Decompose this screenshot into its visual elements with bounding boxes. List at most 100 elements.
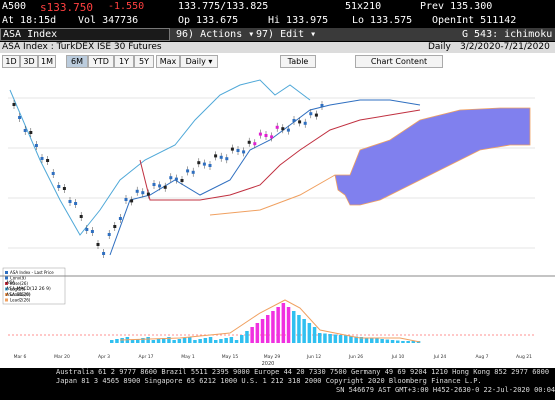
candle — [286, 128, 290, 132]
candle — [79, 215, 83, 218]
chart: ASA Index - Last PriceConv(9)Base(26)Lag… — [0, 79, 555, 367]
button[interactable]: Chart Content — [355, 55, 443, 68]
security-box[interactable] — [0, 28, 170, 41]
candle — [68, 200, 72, 203]
macd-histogram — [110, 303, 421, 343]
last: s133.750 — [40, 1, 93, 14]
candle — [124, 198, 128, 201]
candle — [292, 119, 296, 122]
candle — [225, 157, 229, 161]
button[interactable]: Max — [156, 55, 180, 68]
candle — [46, 159, 50, 162]
macd-bar — [307, 323, 312, 343]
size: 51x210 — [345, 1, 382, 12]
edit-menu[interactable]: 97) Edit ▾ — [256, 29, 317, 40]
macd-bar — [229, 337, 234, 343]
candle — [57, 185, 61, 188]
macd-bar — [338, 335, 343, 343]
function: G 543: ichimoku — [462, 29, 553, 40]
button[interactable]: 1D — [2, 55, 20, 68]
candle — [90, 230, 94, 233]
macd-bar — [375, 338, 379, 343]
button[interactable]: 6M — [66, 55, 88, 68]
candle — [152, 183, 156, 186]
x-tick-label: Aug 7 — [475, 354, 488, 360]
footer: Australia 61 2 9777 8600 Brazil 5511 239… — [0, 368, 555, 400]
macd-bar — [188, 337, 192, 343]
macd-bar — [401, 341, 405, 343]
header-bar — [0, 42, 555, 53]
x-tick-label: Aug 21 — [516, 354, 532, 360]
x-tick-label: May 29 — [264, 354, 281, 360]
macd-bar — [250, 327, 254, 343]
macd-bar — [224, 338, 228, 343]
legend-swatch — [5, 276, 8, 280]
candle — [107, 233, 111, 236]
legend-swatch — [5, 298, 8, 302]
button[interactable]: YTD — [88, 55, 114, 68]
security: ASA Index — [3, 29, 58, 40]
macd-bar — [182, 338, 187, 343]
candle — [34, 144, 38, 147]
button[interactable]: 1Y — [114, 55, 134, 68]
candle — [146, 192, 150, 196]
legend: ASA Index - Last PriceConv(9)Base(26)Lag… — [5, 270, 54, 303]
candles — [12, 100, 324, 258]
actions-menu[interactable]: 96) Actions ▾ — [176, 29, 255, 40]
legend-label: Lead1(26) — [10, 292, 31, 297]
x-tick-label: Jun 12 — [306, 354, 321, 360]
legend-label: Lead2(26) — [10, 298, 31, 303]
volume: Vol 347736 — [78, 15, 139, 26]
macd-bar — [136, 339, 140, 343]
macd-bar — [318, 333, 322, 343]
macd-bar — [219, 339, 223, 343]
year: 2020 — [262, 361, 275, 367]
macd-bar — [411, 341, 416, 343]
macd-bar — [110, 340, 114, 343]
candle — [62, 187, 66, 190]
macd-bar — [312, 327, 317, 343]
candle — [298, 120, 302, 124]
macd-bar — [396, 340, 400, 343]
button[interactable]: Table — [280, 55, 316, 68]
lower-legend-label: ASA — [6, 280, 16, 286]
x-tick-label: Apr 17 — [139, 354, 154, 360]
macd-bar — [390, 340, 395, 343]
open: Op 133.675 — [178, 15, 239, 26]
button[interactable]: Daily ▾ — [180, 55, 218, 68]
candle — [180, 179, 184, 182]
lower-legend-label: ASA SIG(9) — [6, 292, 31, 298]
x-tick-label: May 15 — [222, 354, 239, 360]
candle — [74, 202, 78, 205]
macd-bar — [240, 335, 244, 343]
macd-bar — [130, 340, 135, 343]
high: Hi 133.975 — [268, 15, 329, 26]
candle — [247, 140, 251, 144]
macd-bar — [260, 319, 265, 343]
candle — [186, 169, 190, 173]
macd-bar — [156, 339, 161, 343]
candle — [85, 228, 89, 231]
candle — [118, 217, 122, 220]
macd-bar — [385, 339, 390, 343]
macd-bar — [292, 311, 296, 343]
candle — [230, 147, 234, 151]
change: -1.550 — [108, 1, 145, 12]
macd-bar — [208, 337, 213, 343]
lower-legend-label: ASA MACD(12 26 9) — [6, 286, 51, 292]
candle — [236, 149, 240, 152]
legend-label: Conv(9) — [10, 276, 26, 281]
macd-bar — [162, 338, 166, 343]
lead-line — [209, 174, 336, 216]
macd-bar — [172, 340, 176, 343]
open-interest: OpenInt 511142 — [432, 15, 517, 26]
candle — [197, 161, 201, 165]
x-tick-label: May 1 — [181, 354, 195, 360]
macd-bar — [359, 337, 364, 343]
button[interactable]: 5Y — [134, 55, 154, 68]
button[interactable]: 1M — [38, 55, 56, 68]
macd-bar — [151, 340, 156, 343]
button[interactable]: 3D — [20, 55, 38, 68]
